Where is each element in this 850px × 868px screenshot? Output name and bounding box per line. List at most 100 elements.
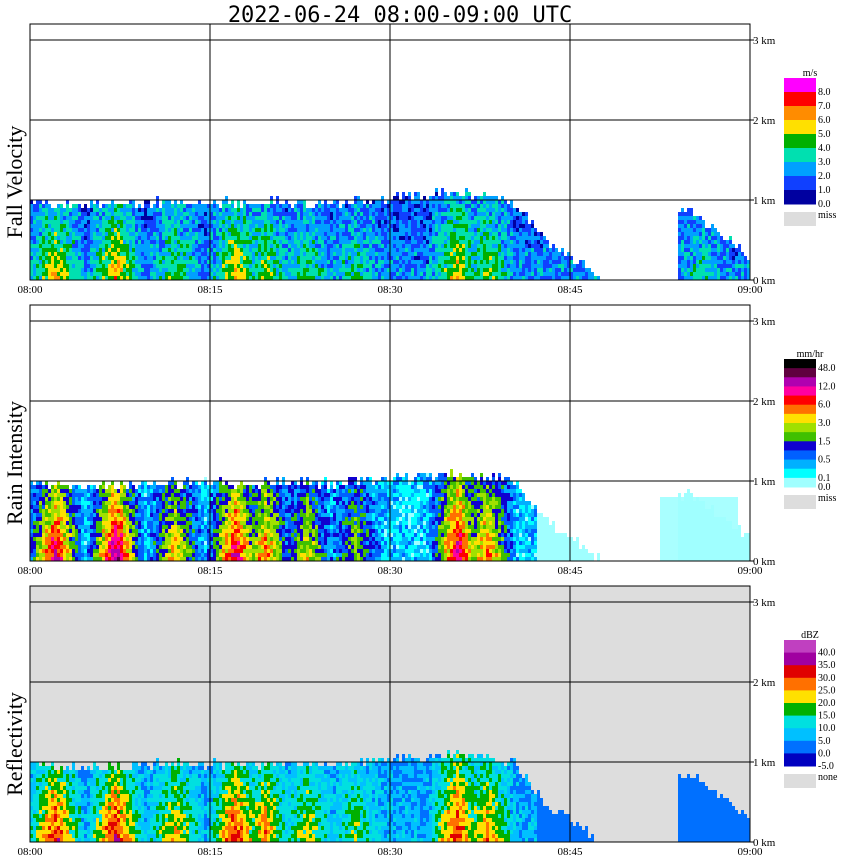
missing-label: miss xyxy=(818,210,836,221)
colorbar-swatch xyxy=(784,386,816,397)
radar-field xyxy=(30,750,750,842)
time-tick-label: 09:00 xyxy=(737,846,763,858)
height-tick-label: 2 km xyxy=(753,396,776,408)
grid xyxy=(30,305,750,561)
colorbar-swatch xyxy=(784,120,816,135)
panel-rain-intensity: Rain Intensity 0 km 1 km 2 km 3 km 08:00 08:15… xyxy=(2,304,836,577)
time-tick-label: 08:45 xyxy=(557,846,583,858)
missing-swatch xyxy=(784,495,816,509)
time-tick-label: 08:00 xyxy=(17,565,43,577)
colorbar-label: 0.0 xyxy=(818,482,831,493)
plot-frame xyxy=(29,304,751,562)
colorbar-label: 3.0 xyxy=(818,418,831,429)
colorbar-swatch xyxy=(784,703,816,717)
time-tick-label: 08:00 xyxy=(17,846,43,858)
colorbar-label: 0.5 xyxy=(818,455,831,466)
colorbar-swatch xyxy=(784,78,816,93)
colorbar-swatch xyxy=(784,677,816,691)
colorbar-swatch xyxy=(784,395,816,406)
plot-frame xyxy=(29,23,751,281)
colorbar-label: 4.0 xyxy=(818,143,831,154)
colorbar-swatch xyxy=(784,134,816,149)
colorbar-label: 5.0 xyxy=(818,736,831,747)
colorbar-swatch xyxy=(784,450,816,461)
colorbar-swatch xyxy=(784,690,816,704)
colorbar-label: 12.0 xyxy=(818,381,836,392)
grid xyxy=(30,586,750,842)
colorbar-label: 6.0 xyxy=(818,115,831,126)
height-tick-label: 3 km xyxy=(753,316,776,328)
panel-ylabel: Reflectivity xyxy=(2,692,27,796)
missing-label: none xyxy=(818,772,838,783)
colorbar-label: 1.0 xyxy=(818,185,831,196)
colorbar-swatch xyxy=(784,640,816,654)
height-tick-label: 1 km xyxy=(753,476,776,488)
colorbar-label: 48.0 xyxy=(818,363,836,374)
height-tick-label: 2 km xyxy=(753,115,776,127)
colorbar-label: 8.0 xyxy=(818,87,831,98)
time-tick-label: 08:15 xyxy=(197,284,223,296)
colorbar-swatch xyxy=(784,106,816,121)
time-tick-label: 09:00 xyxy=(737,284,763,296)
time-tick-label: 08:30 xyxy=(377,284,403,296)
panel-reflectivity: Reflectivity 0 km 1 km 2 km 3 km 08:00 08:15 08… xyxy=(2,585,838,858)
panel-ylabel: Rain Intensity xyxy=(2,401,27,525)
colorbar-label: 20.0 xyxy=(818,698,836,709)
plot-frame xyxy=(29,585,751,843)
colorbar: dBZ 40.035.0 30.025.0 20.0 15.010.0 5.00.0 -5.… xyxy=(784,630,838,788)
colorbar-swatch xyxy=(784,740,816,754)
colorbar-swatch xyxy=(784,728,816,742)
colorbar-label: 30.0 xyxy=(818,673,836,684)
light-rain-area xyxy=(660,497,738,561)
colorbar-label: 10.0 xyxy=(818,723,836,734)
colorbar-swatch xyxy=(784,441,816,451)
grid xyxy=(30,24,750,280)
colorbar-swatch xyxy=(784,753,816,767)
time-tick-label: 08:15 xyxy=(197,846,223,858)
colorbar-swatch xyxy=(784,477,816,488)
colorbar-unit: m/s xyxy=(803,68,818,79)
height-tick-label: 0 km xyxy=(753,837,776,849)
colorbar-label: 7.0 xyxy=(818,101,831,112)
colorbar-swatch xyxy=(784,190,816,205)
colorbar-swatch xyxy=(784,468,816,479)
colorbar-label: 0.1 xyxy=(818,473,831,484)
colorbar-label: 6.0 xyxy=(818,400,831,411)
height-tick-label: 1 km xyxy=(753,195,776,207)
time-tick-label: 08:30 xyxy=(377,846,403,858)
colorbar-label: 0.0 xyxy=(818,199,831,210)
colorbar-swatch xyxy=(784,359,816,369)
height-tick-label: 0 km xyxy=(753,556,776,568)
colorbar-swatch xyxy=(784,715,816,729)
colorbar-unit: mm/hr xyxy=(797,349,824,360)
colorbar-label: 0.0 xyxy=(818,748,831,759)
colorbar-label: 5.0 xyxy=(818,129,831,140)
colorbar-label: 25.0 xyxy=(818,685,836,696)
colorbar-label: 2.0 xyxy=(818,171,831,182)
height-tick-label: 3 km xyxy=(753,597,776,609)
colorbar-swatch xyxy=(784,368,816,378)
colorbar-label: 15.0 xyxy=(818,711,836,722)
colorbar-swatch xyxy=(784,92,816,107)
colorbar-swatch xyxy=(784,176,816,191)
time-tick-label: 08:45 xyxy=(557,565,583,577)
panel-ylabel: Fall Velocity xyxy=(2,126,27,239)
colorbar-swatch xyxy=(784,423,816,433)
height-tick-label: 2 km xyxy=(753,677,776,689)
missing-label: miss xyxy=(818,493,836,504)
colorbar-swatch xyxy=(784,377,816,387)
colorbar-swatch xyxy=(784,148,816,163)
panel-fall-velocity: Fall Velocity 0 km 1 km 2 km 3 km 08:00 08:15 0… xyxy=(2,23,836,296)
time-tick-label: 08:45 xyxy=(557,284,583,296)
colorbar-swatch xyxy=(784,459,816,470)
colorbar-swatch xyxy=(784,404,816,415)
height-tick-label: 0 km xyxy=(753,275,776,287)
colorbar-label: -5.0 xyxy=(818,761,834,772)
colorbar-label: 35.0 xyxy=(818,660,836,671)
colorbar-swatch xyxy=(784,432,816,442)
radar-field xyxy=(30,188,750,280)
time-tick-label: 08:00 xyxy=(17,284,43,296)
